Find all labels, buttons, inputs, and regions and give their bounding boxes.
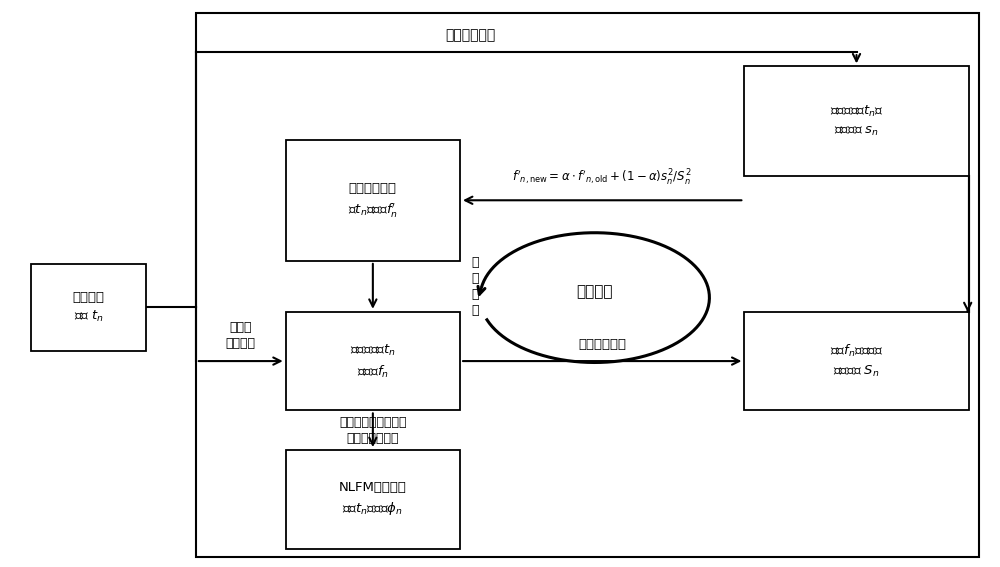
FancyBboxPatch shape	[286, 450, 460, 549]
Text: 对循环迭代的最终结
果进行数值积分: 对循环迭代的最终结 果进行数值积分	[339, 416, 407, 445]
Text: 频率$f_n$对应的频
谱幅度值 $S_n$: 频率$f_n$对应的频 谱幅度值 $S_n$	[830, 342, 883, 379]
FancyBboxPatch shape	[31, 264, 146, 351]
Text: 时频曲线在$t_n$
处的值$f_n$: 时频曲线在$t_n$ 处的值$f_n$	[350, 342, 396, 380]
Text: 时域幅度形式: 时域幅度形式	[445, 28, 495, 42]
FancyBboxPatch shape	[744, 312, 969, 411]
Text: $f'_{n,\mathrm{new}}=\alpha \cdot f'_{n,\mathrm{old}}+(1-\alpha)s_n^2/S_n^2$: $f'_{n,\mathrm{new}}=\alpha \cdot f'_{n,…	[512, 168, 692, 188]
Text: 循环迭代: 循环迭代	[576, 285, 613, 299]
Text: NLFM信号的相
位在$t_n$处的值$\phi_n$: NLFM信号的相 位在$t_n$处的值$\phi_n$	[339, 481, 407, 517]
FancyBboxPatch shape	[744, 66, 969, 176]
Text: 频域幅度形式: 频域幅度形式	[578, 338, 626, 351]
Text: 时域幅度在$t_n$处
的采样值 $s_n$: 时域幅度在$t_n$处 的采样值 $s_n$	[830, 104, 883, 138]
Text: 数
值
积
分: 数 值 积 分	[471, 256, 479, 317]
Text: 时频曲线导数
在$t_n$处的值$f_n'$: 时频曲线导数 在$t_n$处的值$f_n'$	[348, 181, 398, 219]
Text: 采样时刻
序列 $t_n$: 采样时刻 序列 $t_n$	[73, 291, 105, 324]
FancyBboxPatch shape	[286, 139, 460, 261]
Text: 初始的
时频曲线: 初始的 时频曲线	[226, 321, 256, 350]
FancyBboxPatch shape	[286, 312, 460, 411]
